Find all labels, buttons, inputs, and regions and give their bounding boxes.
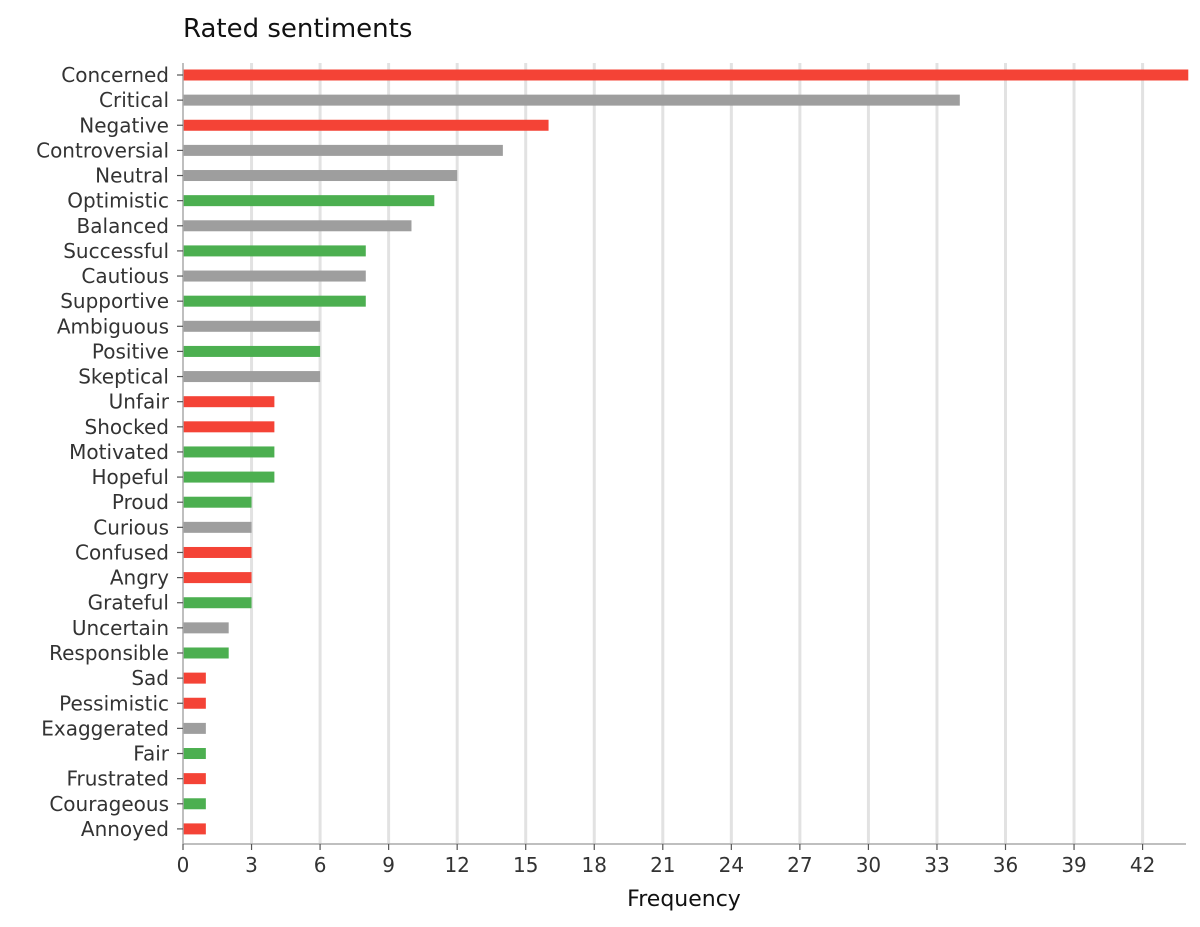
category-label: Skeptical xyxy=(78,365,169,389)
x-tick-label: 21 xyxy=(650,853,675,877)
bars xyxy=(183,69,1189,835)
category-label: Frustrated xyxy=(66,767,169,791)
category-label: Exaggerated xyxy=(41,716,169,740)
bar-exaggerated xyxy=(183,722,206,734)
category-label: Confused xyxy=(75,540,169,564)
category-label: Pessimistic xyxy=(59,691,169,715)
bar-neutral xyxy=(183,170,458,182)
category-label: Curious xyxy=(93,515,169,539)
category-label: Supportive xyxy=(60,289,169,313)
x-tick-label: 18 xyxy=(582,853,607,877)
bar-supportive xyxy=(183,295,366,307)
category-label: Shocked xyxy=(85,415,169,439)
x-tick-label: 9 xyxy=(382,853,395,877)
bar-controversial xyxy=(183,144,503,156)
bar-shocked xyxy=(183,421,275,433)
category-label: Motivated xyxy=(69,440,169,464)
category-label: Uncertain xyxy=(72,616,169,640)
bar-successful xyxy=(183,245,366,257)
x-tick-label: 30 xyxy=(856,853,881,877)
category-label: Controversial xyxy=(36,138,169,162)
x-tick-label: 12 xyxy=(444,853,469,877)
x-tick-label: 6 xyxy=(314,853,327,877)
x-tick-label: 24 xyxy=(719,853,744,877)
category-label: Optimistic xyxy=(67,189,169,213)
x-tick-label: 33 xyxy=(924,853,949,877)
bar-frustrated xyxy=(183,773,206,785)
bar-courageous xyxy=(183,798,206,810)
category-label: Concerned xyxy=(61,63,169,87)
x-tick-label: 27 xyxy=(787,853,812,877)
x-axis-title: Frequency xyxy=(627,887,741,912)
bar-grateful xyxy=(183,597,252,609)
category-labels: ConcernedCriticalNegativeControversialNe… xyxy=(36,63,183,841)
category-label: Proud xyxy=(112,490,169,514)
bar-negative xyxy=(183,119,549,131)
grid-lines xyxy=(250,63,1145,844)
bar-concerned xyxy=(183,69,1189,81)
bar-uncertain xyxy=(183,622,229,634)
bar-fair xyxy=(183,748,206,760)
bar-cautious xyxy=(183,270,366,282)
chart-title: Rated sentiments xyxy=(183,14,412,44)
category-label: Critical xyxy=(99,88,169,112)
category-label: Courageous xyxy=(49,792,169,816)
bar-annoyed xyxy=(183,823,206,835)
category-label: Positive xyxy=(92,339,169,363)
bar-pessimistic xyxy=(183,697,206,709)
x-ticks: 0 3 6 9 12 15 18 21 24 27 30 33 36 39 42 xyxy=(177,844,1155,877)
category-label: Neutral xyxy=(95,164,169,188)
bar-proud xyxy=(183,496,252,508)
bar-curious xyxy=(183,521,252,533)
category-label: Hopeful xyxy=(91,465,169,489)
bar-ambiguous xyxy=(183,320,321,332)
category-label: Negative xyxy=(79,113,169,137)
bar-motivated xyxy=(183,446,275,458)
x-tick-label: 39 xyxy=(1061,853,1086,877)
bar-unfair xyxy=(183,396,275,408)
category-label: Ambiguous xyxy=(57,314,169,338)
category-label: Grateful xyxy=(88,591,169,615)
category-label: Annoyed xyxy=(81,817,169,841)
x-tick-label: 42 xyxy=(1130,853,1155,877)
category-label: Angry xyxy=(110,566,169,590)
category-label: Balanced xyxy=(77,214,169,238)
bar-positive xyxy=(183,345,321,357)
bar-balanced xyxy=(183,220,412,232)
x-tick-label: 0 xyxy=(177,853,190,877)
bar-hopeful xyxy=(183,471,275,483)
category-label: Sad xyxy=(131,666,169,690)
x-tick-label: 3 xyxy=(245,853,258,877)
bar-optimistic xyxy=(183,195,435,207)
category-label: Successful xyxy=(63,239,169,263)
category-label: Unfair xyxy=(109,390,170,414)
category-label: Cautious xyxy=(81,264,169,288)
bar-critical xyxy=(183,94,960,106)
bar-angry xyxy=(183,572,252,584)
bar-confused xyxy=(183,546,252,558)
x-tick-label: 15 xyxy=(513,853,538,877)
category-label: Fair xyxy=(133,742,169,766)
x-tick-label: 36 xyxy=(993,853,1018,877)
bar-sad xyxy=(183,672,206,684)
bar-skeptical xyxy=(183,371,321,383)
bar-responsible xyxy=(183,647,229,659)
category-label: Responsible xyxy=(49,641,169,665)
